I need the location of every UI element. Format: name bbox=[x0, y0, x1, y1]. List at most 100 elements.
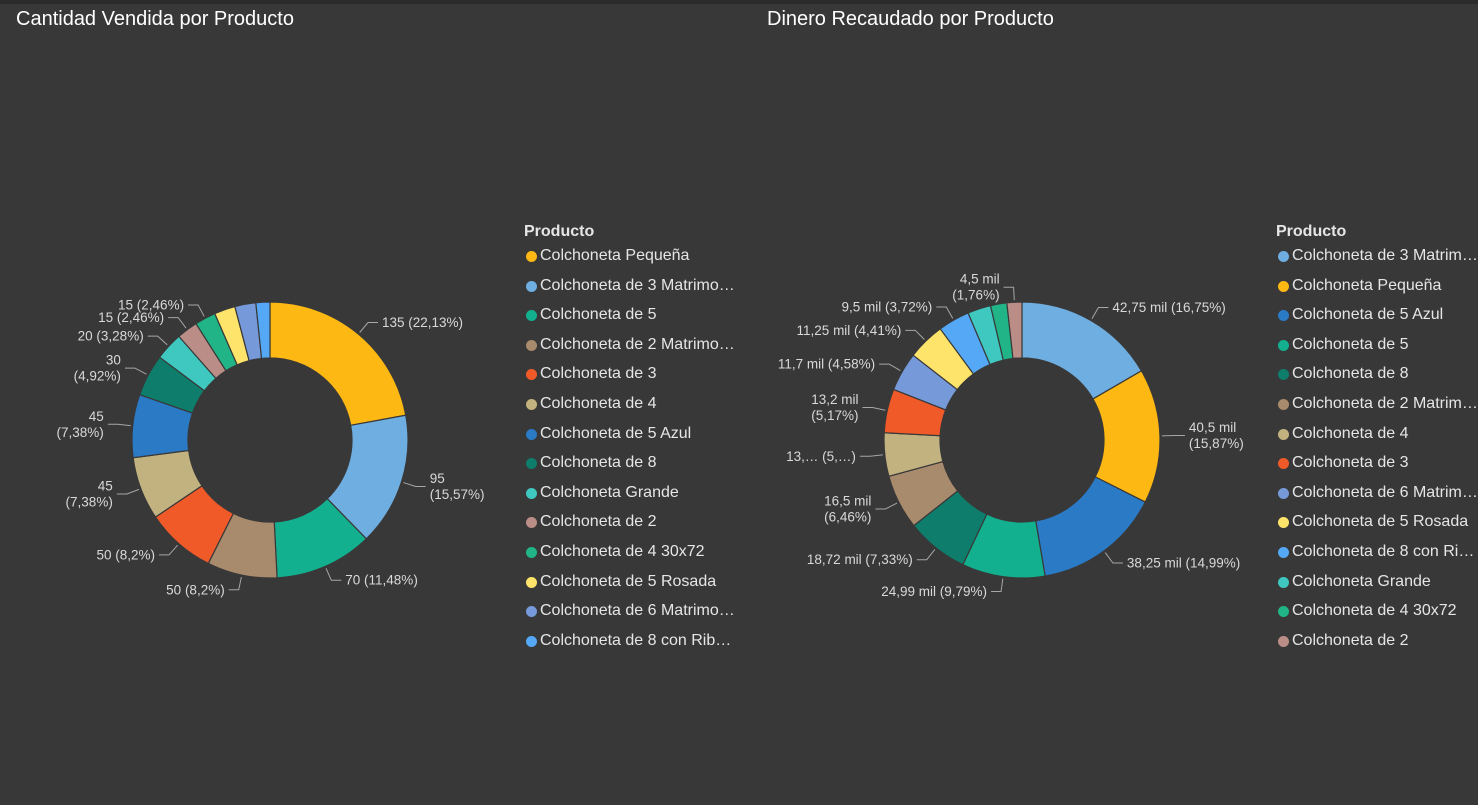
legend-label: Colchoneta Pequeña bbox=[540, 247, 690, 264]
legend-label: Colchoneta de 5 bbox=[540, 306, 657, 324]
data-label: (6,46%) bbox=[824, 509, 871, 524]
leader-line bbox=[859, 454, 883, 457]
leader-line bbox=[875, 502, 898, 510]
legend-label: Colchoneta de 6 Matrimo… bbox=[540, 602, 735, 620]
chart-title: Cantidad Vendida por Producto bbox=[16, 8, 294, 30]
legend-marker-icon bbox=[526, 428, 537, 440]
legend-item-colchoneta-de-8-con-rib[interactable]: Colchoneta de 8 con Rib… bbox=[524, 631, 739, 661]
legend-item-colchoneta-pequena[interactable]: Colchoneta Pequeña bbox=[524, 246, 739, 276]
legend-marker-icon bbox=[526, 635, 537, 647]
legend-item-colchoneta-pequena[interactable]: Colchoneta Pequeña bbox=[1276, 276, 1478, 306]
legend-item-colchoneta-de-3-matrimo[interactable]: Colchoneta de 3 Matrimo… bbox=[1276, 246, 1478, 276]
data-label: (5,17%) bbox=[811, 408, 858, 423]
data-label: 18,72 mil (7,33%) bbox=[807, 552, 913, 567]
leader-line bbox=[862, 407, 886, 411]
legend-item-colchoneta-de-5-rosada[interactable]: Colchoneta de 5 Rosada bbox=[1276, 512, 1478, 542]
legend-label: Colchoneta de 8 con Rib… bbox=[1292, 542, 1478, 560]
leader-line bbox=[879, 363, 901, 372]
donut-chart-dinero: 42,75 mil (16,75%) 40,5 mil(15,87%) 38,25 … bbox=[778, 272, 1244, 599]
legend-item-colchoneta-de-3-matrimo[interactable]: Colchoneta de 3 Matrimo… bbox=[524, 276, 739, 306]
data-label: (4,92%) bbox=[74, 369, 121, 384]
legend-marker-icon bbox=[1278, 458, 1289, 470]
data-label: 45 bbox=[89, 409, 104, 424]
legend-marker-icon bbox=[526, 606, 537, 618]
legend-label: Colchoneta de 4 bbox=[1292, 424, 1409, 442]
legend-label: Colchoneta de 5 Azul bbox=[540, 424, 692, 442]
legend-item-colchoneta-de-5-rosada[interactable]: Colchoneta de 5 Rosada bbox=[524, 572, 739, 602]
legend-marker-icon bbox=[526, 398, 537, 410]
legend-marker-icon bbox=[1278, 576, 1289, 588]
data-label: 45 bbox=[98, 478, 113, 493]
data-label: 50 (8,2%) bbox=[96, 547, 155, 562]
data-label: 42,75 mil (16,75%) bbox=[1112, 300, 1225, 315]
legend-marker-icon bbox=[526, 310, 537, 322]
top-border bbox=[0, 0, 1478, 4]
legend-item-colchoneta-de-4[interactable]: Colchoneta de 4 bbox=[524, 394, 739, 424]
legend-item-colchoneta-de-4[interactable]: Colchoneta de 4 bbox=[1276, 424, 1478, 454]
leader-line bbox=[168, 317, 187, 329]
legend-label: Colchoneta de 6 Matrimo… bbox=[1292, 483, 1478, 501]
legend-label: Colchoneta de 2 bbox=[1292, 631, 1409, 649]
legend-item-colchoneta-de-8[interactable]: Colchoneta de 8 bbox=[1276, 364, 1478, 394]
data-label: 13,2 mil bbox=[811, 392, 858, 407]
legend-item-colchoneta-de-8[interactable]: Colchoneta de 8 bbox=[524, 453, 739, 483]
legend-marker-icon bbox=[526, 458, 537, 470]
legend-item-colchoneta-grande[interactable]: Colchoneta Grande bbox=[1276, 572, 1478, 602]
legend-item-colchoneta-de-8-con-rib[interactable]: Colchoneta de 8 con Rib… bbox=[1276, 542, 1478, 572]
legend-label: Colchoneta de 2 Matrimo… bbox=[540, 335, 735, 353]
slice-colchoneta-de-8-con-rib[interactable] bbox=[255, 301, 271, 360]
legend-label: Colchoneta de 8 bbox=[1292, 365, 1409, 383]
legend-marker-icon bbox=[1278, 606, 1289, 618]
legend-label: Colchoneta de 3 Matrimo… bbox=[1292, 247, 1478, 264]
legend-label: Colchoneta Pequeña bbox=[1292, 276, 1442, 294]
legend-item-colchoneta-de-5-azul[interactable]: Colchoneta de 5 Azul bbox=[524, 424, 739, 454]
legend-marker-icon bbox=[1278, 280, 1289, 292]
legend-item-colchoneta-de-4-30x72[interactable]: Colchoneta de 4 30x72 bbox=[1276, 601, 1478, 631]
legend-item-colchoneta-de-2-matrimo[interactable]: Colchoneta de 2 Matrimo… bbox=[1276, 394, 1478, 424]
data-label: 70 (11,48%) bbox=[345, 573, 418, 588]
data-label: 40,5 mil bbox=[1189, 420, 1236, 435]
data-label: 9,5 mil (3,72%) bbox=[842, 300, 933, 315]
leader-line bbox=[107, 423, 131, 427]
leader-line bbox=[359, 322, 379, 333]
legend-marker-icon bbox=[526, 576, 537, 588]
legend-label: Colchoneta de 4 bbox=[540, 394, 657, 412]
legend-item-colchoneta-de-2[interactable]: Colchoneta de 2 bbox=[524, 512, 739, 542]
legend-label: Colchoneta de 3 Matrimo… bbox=[540, 276, 735, 294]
legend-item-colchoneta-de-5[interactable]: Colchoneta de 5 bbox=[524, 305, 739, 335]
legend-item-colchoneta-de-2[interactable]: Colchoneta de 2 bbox=[1276, 631, 1478, 661]
legend-item-colchoneta-grande[interactable]: Colchoneta Grande bbox=[524, 483, 739, 513]
legend-label: Colchoneta de 5 Rosada bbox=[540, 572, 717, 590]
legend-item-colchoneta-de-3[interactable]: Colchoneta de 3 bbox=[524, 364, 739, 394]
slice-colchoneta-de-2[interactable] bbox=[1006, 301, 1023, 360]
legend-marker-icon bbox=[1278, 398, 1289, 410]
legend-dinero: Producto Colchoneta de 3 Matrimo… Colchon… bbox=[1276, 222, 1478, 660]
legend-marker-icon bbox=[1278, 428, 1289, 440]
chart-dinero-recaudado[interactable]: Dinero Recaudado por Producto 42,75 mil … bbox=[750, 4, 1478, 805]
data-label: 38,25 mil (14,99%) bbox=[1127, 556, 1240, 571]
legend-label: Colchoneta de 2 Matrimo… bbox=[1292, 394, 1478, 412]
legend-marker-icon bbox=[1278, 251, 1289, 262]
data-label: (1,76%) bbox=[952, 288, 999, 303]
legend-label: Colchoneta de 5 Rosada bbox=[1292, 513, 1469, 531]
legend-item-colchoneta-de-4-30x72[interactable]: Colchoneta de 4 30x72 bbox=[524, 542, 739, 572]
legend-item-colchoneta-de-2-matrimo[interactable]: Colchoneta de 2 Matrimo… bbox=[524, 335, 739, 365]
legend-label: Colchoneta de 3 bbox=[540, 365, 657, 383]
legend-marker-icon bbox=[526, 546, 537, 558]
legend-label: Colchoneta de 3 bbox=[1292, 454, 1409, 472]
chart-cantidad-vendida[interactable]: Cantidad Vendida por Producto 135 (22,13… bbox=[0, 4, 750, 805]
leader-line bbox=[1091, 306, 1109, 319]
legend-marker-icon bbox=[1278, 517, 1289, 529]
leader-line bbox=[188, 304, 205, 317]
legend-item-colchoneta-de-3[interactable]: Colchoneta de 3 bbox=[1276, 453, 1478, 483]
data-label: 11,7 mil (4,58%) bbox=[778, 357, 875, 372]
data-label: 4,5 mil bbox=[960, 272, 1000, 287]
leader-line bbox=[147, 335, 168, 346]
data-label: 24,99 mil (9,79%) bbox=[881, 584, 987, 599]
legend-item-colchoneta-de-6-matrimo[interactable]: Colchoneta de 6 Matrimo… bbox=[1276, 483, 1478, 513]
legend-item-colchoneta-de-5-azul[interactable]: Colchoneta de 5 Azul bbox=[1276, 305, 1478, 335]
data-label: 50 (8,2%) bbox=[166, 582, 225, 597]
leader-line bbox=[124, 367, 147, 375]
legend-item-colchoneta-de-6-matrimo[interactable]: Colchoneta de 6 Matrimo… bbox=[524, 601, 739, 631]
legend-item-colchoneta-de-5[interactable]: Colchoneta de 5 bbox=[1276, 335, 1478, 365]
